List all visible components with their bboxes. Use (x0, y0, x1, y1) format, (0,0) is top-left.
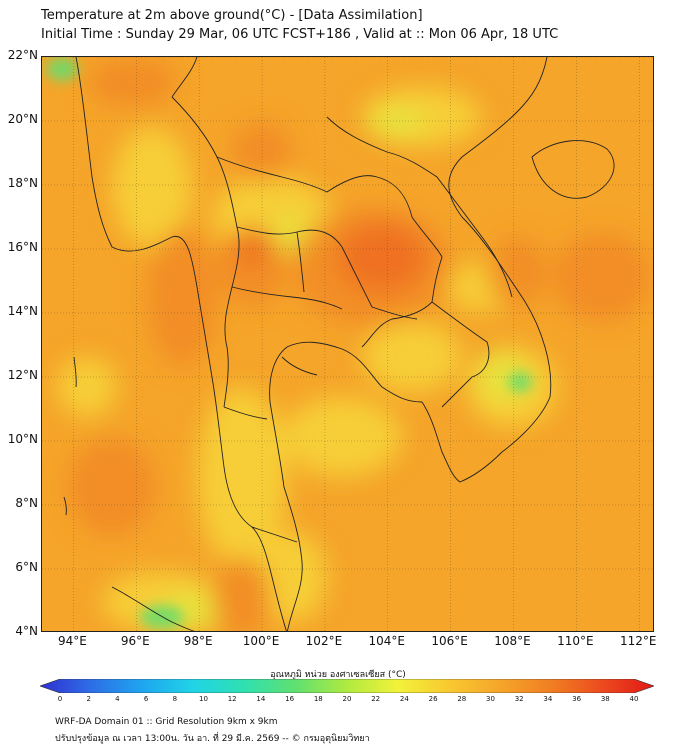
colorbar-tick-label: 2 (86, 695, 91, 703)
colorbar-tick-label: 10 (199, 695, 208, 703)
map-subtitle: Initial Time : Sunday 29 Mar, 06 UTC FCS… (41, 27, 559, 42)
colorbar (40, 679, 654, 693)
country-borders (171, 57, 513, 543)
colorbar-bar (40, 679, 654, 693)
colorbar-tick-label: 36 (572, 695, 582, 703)
colorbar-tick-label: 24 (399, 695, 409, 703)
lat-label: 22°N (7, 48, 38, 62)
lon-label: 94°E (57, 634, 87, 648)
footer-update-info: ปรับปรุงข้อมูล ณ เวลา 13:00น. วัน อา. ที… (55, 734, 370, 744)
lon-label: 102°E (305, 634, 343, 648)
graticule (42, 57, 653, 631)
lat-label: 8°N (15, 496, 38, 510)
footer-model-info: WRF-DA Domain 01 :: Grid Resolution 9km … (55, 717, 278, 727)
colorbar-tick-label: 32 (514, 695, 524, 703)
colorbar-tick-label: 40 (629, 695, 639, 703)
colorbar-tick-label: 34 (543, 695, 553, 703)
lon-label: 98°E (183, 634, 213, 648)
colorbar-tick-label: 30 (486, 695, 495, 703)
lat-label: 14°N (7, 304, 38, 318)
colorbar-tick-label: 18 (313, 695, 323, 703)
colorbar-tick-label: 4 (115, 695, 120, 703)
colorbar-title: อุณหภูมิ หน่วย องศาเซลเซียส (°C) (270, 670, 406, 680)
colorbar-tick-label: 20 (342, 695, 352, 703)
colorbar-tick-label: 38 (600, 695, 610, 703)
colorbar-tick-label: 28 (457, 695, 467, 703)
lon-label: 112°E (620, 634, 657, 648)
coastlines (63, 57, 615, 631)
colorbar-tick-label: 6 (143, 695, 149, 703)
lon-label: 96°E (120, 634, 150, 648)
colorbar-tick-label: 22 (371, 695, 381, 703)
colorbar-tick-label: 12 (227, 695, 237, 703)
lat-label: 12°N (7, 368, 38, 382)
lon-label: 100°E (242, 634, 280, 648)
map-title: Temperature at 2m above ground(°C) - [Da… (41, 8, 423, 23)
lat-label: 10°N (7, 432, 38, 446)
map-canvas (42, 57, 653, 631)
lon-label: 104°E (368, 634, 406, 648)
lat-label: 4°N (15, 624, 38, 638)
colorbar-tick-label: 0 (57, 695, 63, 703)
lat-label: 18°N (7, 176, 38, 190)
temperature-map (41, 56, 654, 632)
colorbar-tick-label: 16 (285, 695, 295, 703)
lon-label: 106°E (431, 634, 468, 648)
lat-label: 16°N (7, 240, 38, 254)
lon-label: 110°E (557, 634, 594, 648)
colorbar-tick-label: 26 (428, 695, 438, 703)
lat-label: 20°N (7, 112, 38, 126)
lat-label: 6°N (15, 560, 38, 574)
colorbar-tick-label: 14 (256, 695, 266, 703)
colorbar-tick-label: 8 (172, 695, 178, 703)
lon-label: 108°E (494, 634, 531, 648)
